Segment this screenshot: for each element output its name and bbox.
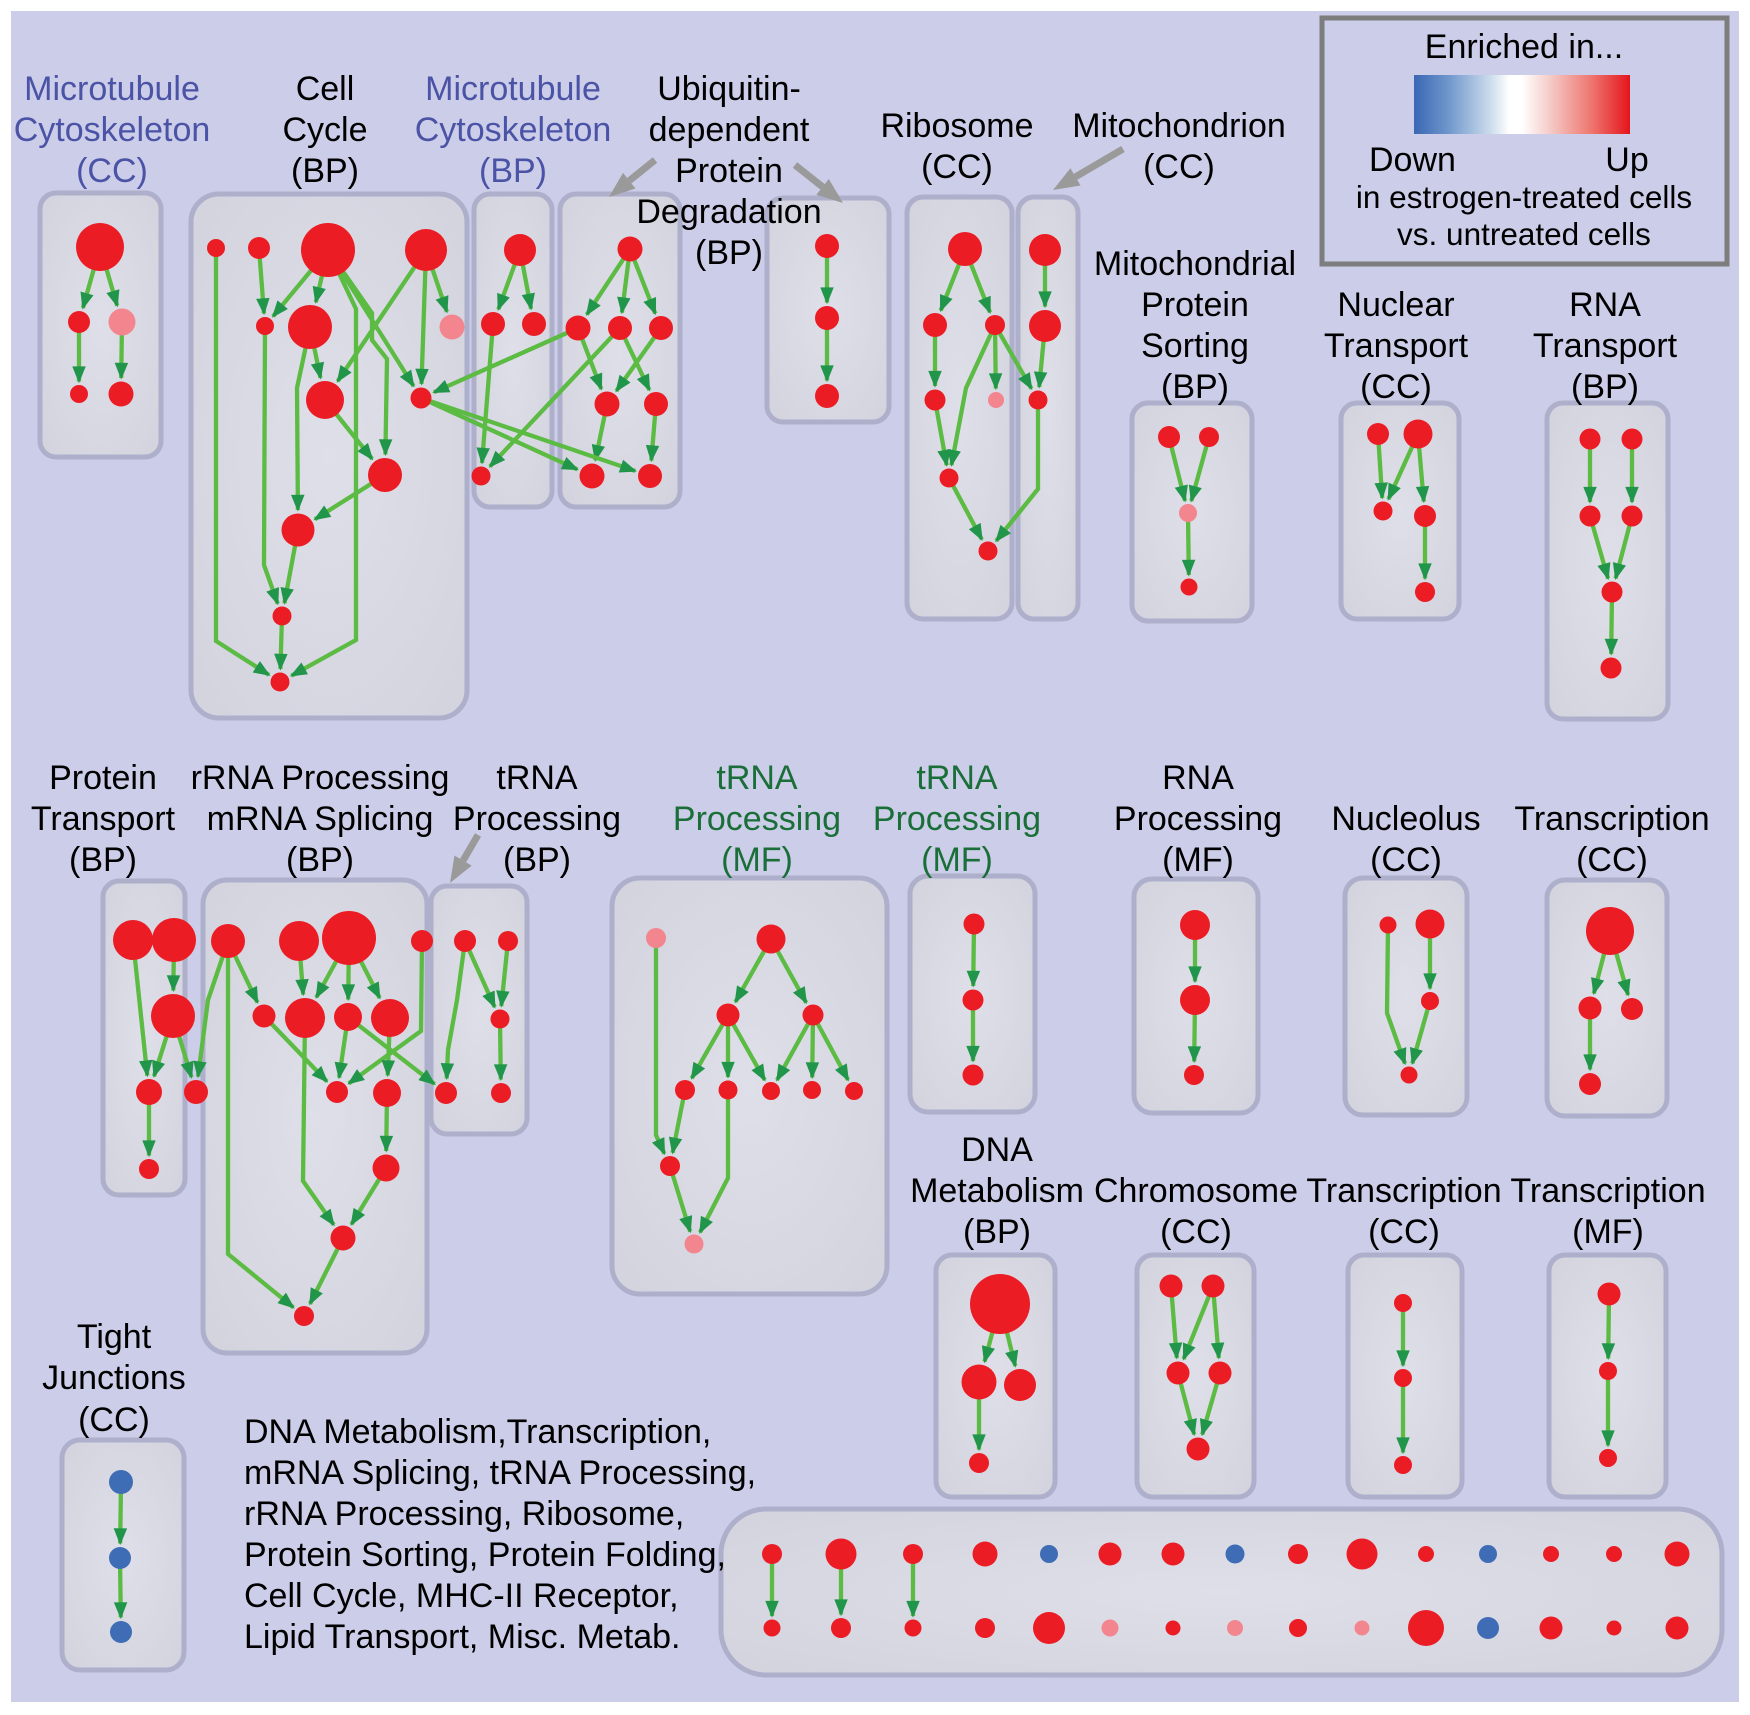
svg-text:Up: Up bbox=[1605, 141, 1648, 179]
svg-text:Cytoskeleton: Cytoskeleton bbox=[415, 111, 612, 149]
svg-text:(BP): (BP) bbox=[291, 152, 359, 190]
svg-text:Protein: Protein bbox=[675, 152, 783, 190]
svg-text:Junctions: Junctions bbox=[42, 1359, 186, 1397]
svg-text:(BP): (BP) bbox=[69, 841, 137, 879]
svg-text:(BP): (BP) bbox=[963, 1213, 1031, 1251]
svg-text:Processing: Processing bbox=[873, 800, 1041, 838]
svg-text:Transcription: Transcription bbox=[1514, 800, 1709, 838]
svg-text:Enriched in...: Enriched in... bbox=[1425, 28, 1623, 66]
svg-text:Lipid Transport, Misc. Metab.: Lipid Transport, Misc. Metab. bbox=[244, 1618, 681, 1656]
svg-text:Ubiquitin-: Ubiquitin- bbox=[657, 70, 801, 108]
svg-text:Degradation: Degradation bbox=[636, 193, 821, 231]
svg-text:Protein: Protein bbox=[49, 759, 157, 797]
svg-text:Ribosome: Ribosome bbox=[880, 107, 1033, 145]
svg-text:Transport: Transport bbox=[1533, 327, 1678, 365]
svg-text:Processing: Processing bbox=[453, 800, 621, 838]
svg-text:Cell Cycle, MHC-II Receptor,: Cell Cycle, MHC-II Receptor, bbox=[244, 1577, 679, 1615]
svg-text:(MF): (MF) bbox=[921, 841, 993, 879]
svg-text:rRNA Processing, Ribosome,: rRNA Processing, Ribosome, bbox=[244, 1495, 684, 1533]
svg-text:Protein: Protein bbox=[1141, 286, 1249, 324]
svg-text:(CC): (CC) bbox=[1360, 368, 1432, 406]
svg-text:mRNA Splicing, tRNA Processing: mRNA Splicing, tRNA Processing, bbox=[244, 1454, 756, 1492]
svg-text:DNA: DNA bbox=[961, 1131, 1033, 1169]
svg-text:in estrogen-treated cells: in estrogen-treated cells bbox=[1356, 179, 1692, 215]
svg-text:Tight: Tight bbox=[77, 1318, 152, 1356]
svg-text:Metabolism: Metabolism bbox=[910, 1172, 1084, 1210]
svg-text:Transport: Transport bbox=[1324, 327, 1469, 365]
svg-text:Nucleolus: Nucleolus bbox=[1331, 800, 1480, 838]
svg-text:Microtubule: Microtubule bbox=[425, 70, 601, 108]
svg-text:rRNA Processing: rRNA Processing bbox=[191, 759, 450, 797]
svg-text:(BP): (BP) bbox=[695, 234, 763, 272]
svg-text:Microtubule: Microtubule bbox=[24, 70, 200, 108]
svg-text:Cell: Cell bbox=[296, 70, 355, 108]
svg-text:tRNA: tRNA bbox=[916, 759, 998, 797]
svg-text:Mitochondrion: Mitochondrion bbox=[1072, 107, 1286, 145]
svg-text:Sorting: Sorting bbox=[1141, 327, 1249, 365]
svg-text:Transcription: Transcription bbox=[1306, 1172, 1501, 1210]
svg-text:Chromosome: Chromosome bbox=[1094, 1172, 1298, 1210]
svg-text:(CC): (CC) bbox=[1576, 841, 1648, 879]
svg-text:Processing: Processing bbox=[673, 800, 841, 838]
svg-text:tRNA: tRNA bbox=[496, 759, 578, 797]
svg-text:(BP): (BP) bbox=[1571, 368, 1639, 406]
svg-text:(CC): (CC) bbox=[76, 152, 148, 190]
svg-text:Cycle: Cycle bbox=[282, 111, 367, 149]
svg-text:(CC): (CC) bbox=[1370, 841, 1442, 879]
svg-text:Cytoskeleton: Cytoskeleton bbox=[14, 111, 211, 149]
svg-text:(CC): (CC) bbox=[1160, 1213, 1232, 1251]
svg-text:(BP): (BP) bbox=[479, 152, 547, 190]
svg-text:(MF): (MF) bbox=[1162, 841, 1234, 879]
svg-text:Processing: Processing bbox=[1114, 800, 1282, 838]
svg-text:dependent: dependent bbox=[649, 111, 810, 149]
svg-text:(CC): (CC) bbox=[78, 1401, 150, 1439]
svg-text:(BP): (BP) bbox=[1161, 368, 1229, 406]
svg-text:RNA: RNA bbox=[1162, 759, 1234, 797]
svg-text:(BP): (BP) bbox=[286, 841, 354, 879]
svg-text:Protein Sorting, Protein Foldi: Protein Sorting, Protein Folding, bbox=[244, 1536, 726, 1574]
svg-text:Transcription: Transcription bbox=[1510, 1172, 1705, 1210]
svg-text:RNA: RNA bbox=[1569, 286, 1641, 324]
svg-text:Down: Down bbox=[1369, 141, 1456, 179]
svg-text:(CC): (CC) bbox=[1368, 1213, 1440, 1251]
svg-text:DNA Metabolism,Transcription,: DNA Metabolism,Transcription, bbox=[244, 1413, 711, 1451]
svg-text:(CC): (CC) bbox=[1143, 148, 1215, 186]
svg-text:tRNA: tRNA bbox=[716, 759, 798, 797]
svg-text:(BP): (BP) bbox=[503, 841, 571, 879]
svg-text:Transport: Transport bbox=[31, 800, 176, 838]
svg-text:Nuclear: Nuclear bbox=[1337, 286, 1454, 324]
svg-text:mRNA Splicing: mRNA Splicing bbox=[207, 800, 434, 838]
svg-text:Mitochondrial: Mitochondrial bbox=[1094, 245, 1296, 283]
svg-text:(MF): (MF) bbox=[1572, 1213, 1644, 1251]
svg-text:(MF): (MF) bbox=[721, 841, 793, 879]
svg-text:vs. untreated cells: vs. untreated cells bbox=[1397, 216, 1651, 252]
svg-text:(CC): (CC) bbox=[921, 148, 993, 186]
